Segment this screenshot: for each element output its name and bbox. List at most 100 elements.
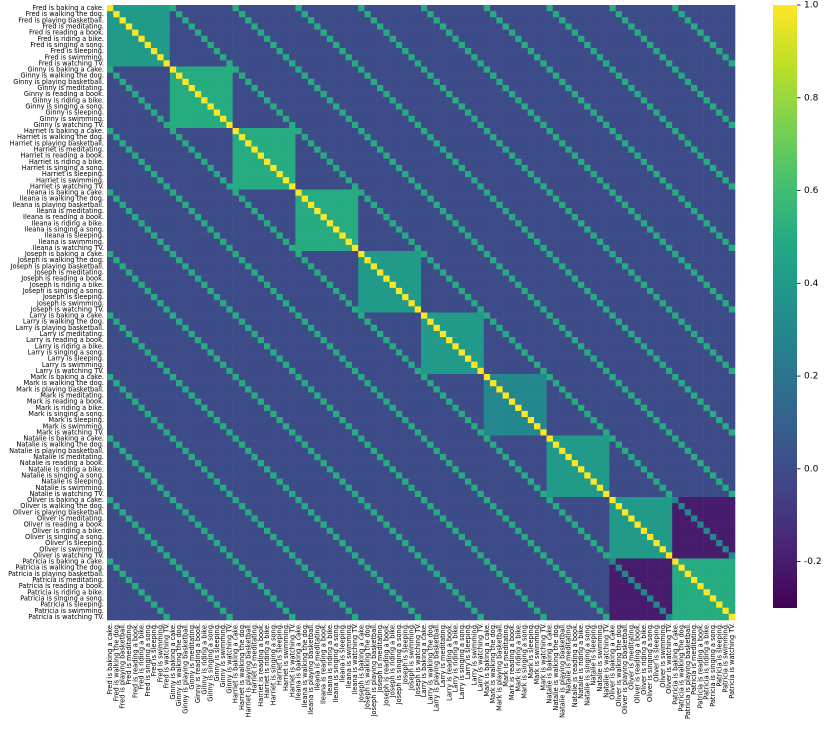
heatmap-cell xyxy=(546,251,554,258)
heatmap-cell xyxy=(245,60,252,67)
heatmap-cell xyxy=(138,66,145,73)
heatmap-cell xyxy=(169,5,177,12)
heatmap-cell xyxy=(722,263,730,270)
heatmap-cell xyxy=(578,97,585,104)
heatmap-cell xyxy=(345,97,353,104)
heatmap-cell xyxy=(339,60,346,67)
heatmap-cell xyxy=(628,121,635,129)
heatmap-cell xyxy=(125,251,133,258)
heatmap-cell xyxy=(534,158,541,166)
heatmap-cell xyxy=(289,220,296,227)
heatmap-cell xyxy=(163,134,171,141)
heatmap-cell xyxy=(559,164,566,172)
heatmap-cell xyxy=(113,5,120,12)
heatmap-cell xyxy=(113,214,120,221)
heatmap-cell xyxy=(201,152,208,160)
heatmap-cell xyxy=(276,17,284,24)
heatmap-cell xyxy=(238,128,246,135)
heatmap-cell xyxy=(389,121,397,129)
heatmap-cell xyxy=(163,23,171,30)
heatmap-cell xyxy=(691,11,698,18)
heatmap-cell xyxy=(301,84,309,92)
heatmap-cell xyxy=(716,97,723,104)
heatmap-cell xyxy=(584,300,591,307)
heatmap-cell xyxy=(157,207,164,215)
heatmap-cell xyxy=(320,300,328,307)
heatmap-cell xyxy=(552,134,560,141)
heatmap-cell xyxy=(132,263,139,270)
heatmap-cell xyxy=(163,226,171,233)
heatmap-cell xyxy=(590,91,598,98)
heatmap-cell xyxy=(490,195,497,203)
heatmap-cell xyxy=(377,238,384,246)
heatmap-cell xyxy=(201,238,208,246)
heatmap-cell xyxy=(728,269,736,276)
heatmap-cell xyxy=(144,244,152,252)
heatmap-cell xyxy=(515,23,522,30)
heatmap-cell xyxy=(502,226,510,233)
heatmap-cell xyxy=(289,164,296,172)
heatmap-cell xyxy=(502,306,510,313)
heatmap-cell xyxy=(107,11,114,18)
heatmap-cell xyxy=(672,226,679,233)
heatmap-cell xyxy=(427,128,434,135)
heatmap-cell xyxy=(257,128,265,135)
heatmap-cell xyxy=(709,207,717,215)
heatmap-cell xyxy=(521,281,529,289)
heatmap-cell xyxy=(527,306,535,313)
heatmap-cell xyxy=(421,195,428,203)
heatmap-cell xyxy=(621,189,629,196)
heatmap-cell xyxy=(665,158,673,166)
heatmap-cell xyxy=(615,152,623,160)
heatmap-cell xyxy=(634,244,642,252)
heatmap-cell xyxy=(502,11,510,18)
heatmap-cell xyxy=(370,29,378,37)
heatmap-cell xyxy=(157,238,164,246)
heatmap-cell xyxy=(339,78,346,86)
heatmap-cell xyxy=(245,201,252,209)
heatmap-cell xyxy=(609,72,616,80)
heatmap-cell xyxy=(119,72,127,80)
heatmap-cell xyxy=(276,97,284,104)
heatmap-cell xyxy=(552,41,560,49)
heatmap-cell xyxy=(508,109,516,116)
heatmap-cell xyxy=(609,23,616,30)
heatmap-cell xyxy=(358,226,365,233)
heatmap-cell xyxy=(703,189,711,196)
heatmap-cell xyxy=(439,214,447,221)
heatmap-cell xyxy=(169,238,177,246)
heatmap-cell xyxy=(144,294,152,301)
heatmap-cell xyxy=(320,177,328,184)
heatmap-cell xyxy=(264,121,271,129)
heatmap-cell xyxy=(439,17,447,24)
heatmap-cell xyxy=(446,48,453,55)
heatmap-cell xyxy=(364,263,372,270)
heatmap-cell xyxy=(521,121,529,129)
heatmap-cell xyxy=(238,109,246,116)
heatmap-cell xyxy=(301,287,309,295)
heatmap-cell xyxy=(527,97,535,104)
heatmap-cell xyxy=(640,238,648,246)
heatmap-cell xyxy=(270,189,277,196)
heatmap-cell xyxy=(590,281,598,289)
heatmap-cell xyxy=(107,48,114,55)
heatmap-cell xyxy=(433,152,441,160)
heatmap-cell xyxy=(245,140,252,147)
heatmap-cell xyxy=(477,134,485,141)
heatmap-cell xyxy=(213,207,221,215)
heatmap-cell xyxy=(326,294,334,301)
heatmap-cell xyxy=(132,257,139,264)
heatmap-cell xyxy=(515,140,522,147)
heatmap-cell xyxy=(678,300,686,307)
heatmap-cell xyxy=(709,306,717,313)
heatmap-cell xyxy=(571,146,579,153)
heatmap-cell xyxy=(207,91,215,98)
heatmap-cell xyxy=(176,287,183,295)
heatmap-cell xyxy=(377,275,384,283)
heatmap-cell xyxy=(628,207,635,215)
heatmap-cell xyxy=(584,220,591,227)
heatmap-cell xyxy=(439,269,447,276)
heatmap-cell xyxy=(125,140,133,147)
heatmap-cell xyxy=(182,238,189,246)
heatmap-cell xyxy=(157,146,164,153)
